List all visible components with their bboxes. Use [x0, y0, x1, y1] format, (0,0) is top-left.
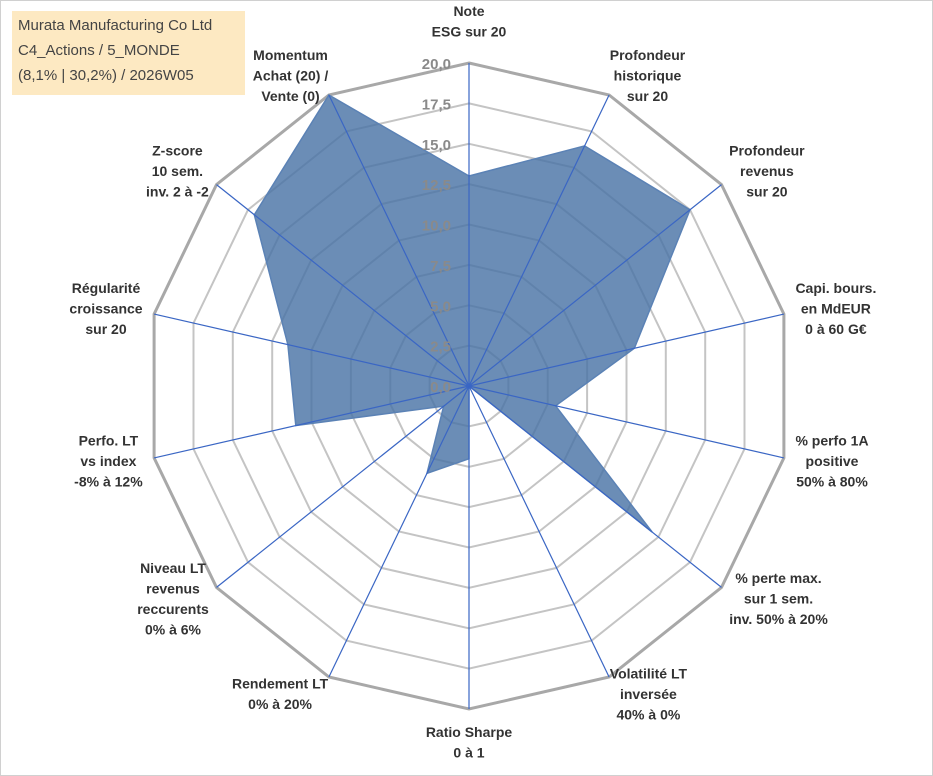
axis-label-line: en MdEUR [801, 300, 871, 316]
axis-spoke [468, 385, 722, 588]
caption-category: C4_Actions / 5_MONDE [18, 42, 180, 59]
tick-label: 17,5 [422, 96, 451, 113]
axis-label: Z-score 10 sem. inv. 2 à -2 [146, 142, 209, 199]
axis-label: Niveau LT revenus reccurents 0% à 6% [137, 560, 209, 638]
axis-label-line: Z-score [152, 142, 203, 158]
axis-label-line: Vente (0) [261, 88, 319, 104]
axis-label-line: Perfo. LT [79, 433, 139, 449]
axis-spoke [468, 94, 610, 387]
axis-label: Note ESG sur 20 [432, 3, 507, 40]
axis-label-line: 40% à 0% [616, 706, 680, 722]
axis-label-line: sur 1 sem. [744, 591, 813, 607]
axis-label-line: Ratio Sharpe [426, 724, 513, 740]
axis-spoke [216, 385, 470, 588]
tick-label: 0,0 [430, 379, 451, 396]
axis-label: Momentum Achat (20) / Vente (0) [253, 47, 329, 104]
axis-label-line: Niveau LT [140, 560, 206, 576]
axis-label: Profondeur revenus sur 20 [729, 142, 805, 199]
axis-label: Perfo. LT vs index -8% à 12% [74, 433, 143, 490]
tick-label: 2,5 [430, 339, 451, 356]
tick-label: 20,0 [422, 56, 451, 73]
axis-spoke [468, 385, 610, 678]
axis-label-line: inv. 50% à 20% [729, 611, 828, 627]
caption-period: (8,1% | 30,2%) / 2026W05 [18, 67, 194, 84]
axis-label-line: 50% à 80% [796, 474, 868, 490]
axis-label-line: historique [614, 68, 682, 84]
radial-tick-labels: 0,0 2,5 5,0 7,5 10,0 12,5 15,0 17,5 20,0 [422, 56, 451, 396]
axis-spoke [328, 385, 470, 678]
axis-spoke [468, 385, 785, 459]
axis-label-line: vs index [80, 453, 136, 469]
axis-spoke [468, 184, 722, 387]
axis-spoke [216, 184, 470, 387]
radar-spokes [153, 63, 785, 709]
axis-label-line: inversée [620, 686, 677, 702]
chart-caption: Murata Manufacturing Co Ltd C4_Actions /… [12, 11, 245, 95]
axis-label-line: Momentum [253, 47, 328, 63]
axis-label-line: Capi. bours. [795, 280, 876, 296]
axis-label-line: 10 sem. [152, 163, 203, 179]
axis-label-line: Achat (20) / [253, 68, 329, 84]
axis-labels: Note ESG sur 20 Profondeur historique sur 20… [69, 3, 876, 761]
tick-label: 10,0 [422, 218, 451, 235]
axis-label-line: reccurents [137, 601, 209, 617]
axis-label-line: 0 à 60 G€ [805, 321, 867, 337]
axis-label-line: % perfo 1A [795, 433, 868, 449]
axis-label-line: sur 20 [627, 88, 668, 104]
axis-label: Capi. bours. en MdEUR 0 à 60 G€ [795, 280, 876, 337]
axis-spoke [153, 385, 470, 459]
tick-label: 12,5 [422, 177, 451, 194]
axis-label-line: Rendement LT [232, 676, 329, 692]
axis-label-line: 0% à 6% [145, 621, 202, 637]
axis-label: Ratio Sharpe 0 à 1 [426, 724, 513, 761]
axis-label-line: revenus [740, 163, 794, 179]
axis-label: % perfo 1A positive 50% à 80% [795, 433, 868, 490]
axis-label-line: inv. 2 à -2 [146, 183, 209, 199]
axis-spoke [153, 313, 470, 387]
axis-label: % perte max. sur 1 sem. inv. 50% à 20% [729, 570, 828, 627]
caption-company: Murata Manufacturing Co Ltd [18, 17, 213, 34]
axis-label-line: sur 20 [85, 321, 126, 337]
axis-label-line: sur 20 [746, 183, 787, 199]
axis-spoke [468, 313, 785, 387]
axis-label-line: Profondeur [729, 142, 805, 158]
axis-label: Volatilité LT inversée 40% à 0% [610, 665, 688, 722]
axis-label-line: 0% à 20% [248, 696, 312, 712]
axis-label: Rendement LT 0% à 20% [232, 676, 329, 713]
axis-label-line: Régularité [72, 280, 141, 296]
axis-label-line: Profondeur [610, 47, 686, 63]
axis-label-line: % perte max. [735, 570, 821, 586]
axis-label-line: Volatilité LT [610, 665, 688, 681]
axis-label-line: positive [806, 453, 859, 469]
tick-label: 7,5 [430, 258, 451, 275]
tick-label: 15,0 [422, 137, 451, 154]
axis-label-line: croissance [69, 300, 142, 316]
axis-label-line: 0 à 1 [453, 745, 484, 761]
axis-label-line: -8% à 12% [74, 474, 143, 490]
axis-label-line: revenus [146, 580, 200, 596]
axis-label: Régularité croissance sur 20 [69, 280, 142, 337]
axis-spoke [328, 94, 470, 387]
axis-label: Profondeur historique sur 20 [610, 47, 686, 104]
axis-label-line: ESG sur 20 [432, 24, 507, 40]
tick-label: 5,0 [430, 298, 451, 315]
axis-label-line: Note [453, 3, 484, 19]
